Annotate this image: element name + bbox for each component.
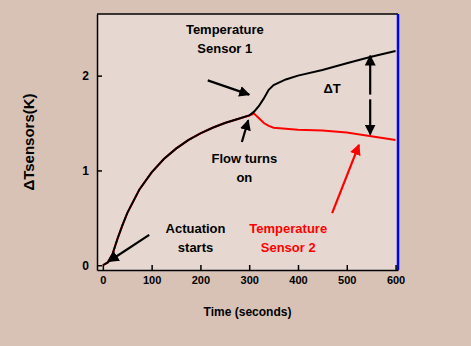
x-tick-label: 300 — [241, 274, 259, 286]
x-tick-label: 0 — [100, 274, 106, 286]
y-axis-line — [97, 15, 99, 271]
annotation: TemperatureSensor 1 — [186, 22, 264, 56]
annotation-arrow — [369, 56, 371, 95]
x-tick-label: 200 — [192, 274, 210, 286]
x-tick-label: 600 — [387, 274, 405, 286]
x-tick-mark — [200, 265, 202, 270]
x-axis-title: Time (seconds) — [204, 305, 292, 319]
y-axis-title: ΔTsensors(K) — [20, 93, 37, 190]
x-tick-mark — [249, 265, 251, 270]
frame-top — [97, 13, 398, 15]
series-line — [103, 114, 396, 266]
annotation-arrow — [242, 120, 248, 142]
x-tick-mark — [347, 265, 349, 270]
x-tick: 300 — [241, 265, 259, 286]
annotation: ΔT — [323, 81, 340, 96]
chart: 0 100 200 300 400 500 600 0 1 2 Time (seconds) ΔTse… — [0, 0, 471, 346]
x-tick: 600 — [387, 265, 405, 286]
y-tick-mark — [97, 75, 102, 77]
x-tick-label: 400 — [289, 274, 307, 286]
annotation: TemperatureSensor 2 — [249, 221, 327, 255]
y-tick-label: 2 — [82, 69, 89, 83]
x-tick: 0 — [100, 265, 106, 286]
plot-area — [97, 14, 398, 270]
x-tick: 400 — [289, 265, 307, 286]
series-line — [103, 51, 396, 265]
y-tick-mark — [97, 265, 102, 267]
x-axis: 0 100 200 300 400 500 600 — [98, 265, 406, 286]
x-tick: 500 — [338, 265, 356, 286]
y-tick-mark — [97, 170, 102, 172]
y-tick-label: 1 — [82, 164, 89, 178]
x-tick: 200 — [192, 265, 210, 286]
y-tick: 0 — [82, 259, 102, 273]
annotation-arrow — [332, 145, 359, 213]
annotation-arrow — [208, 80, 249, 94]
y-tick: 2 — [82, 69, 102, 83]
x-tick: 100 — [143, 265, 161, 286]
x-tick-label: 500 — [338, 274, 356, 286]
x-tick-mark — [395, 265, 397, 270]
x-tick-mark — [151, 265, 153, 270]
x-tick-label: 100 — [143, 274, 161, 286]
frame-right — [397, 14, 400, 270]
y-axis: 0 1 2 — [82, 15, 102, 273]
lines — [103, 51, 396, 265]
annotation: Flow turnson — [211, 151, 277, 185]
annotation-arrow — [109, 235, 149, 262]
y-tick: 1 — [82, 164, 102, 178]
x-axis-line — [98, 270, 399, 272]
annotation-arrow — [369, 99, 371, 134]
y-tick-label: 0 — [82, 259, 89, 273]
annotation: Actuationstarts — [166, 221, 226, 255]
x-tick-mark — [298, 265, 300, 270]
